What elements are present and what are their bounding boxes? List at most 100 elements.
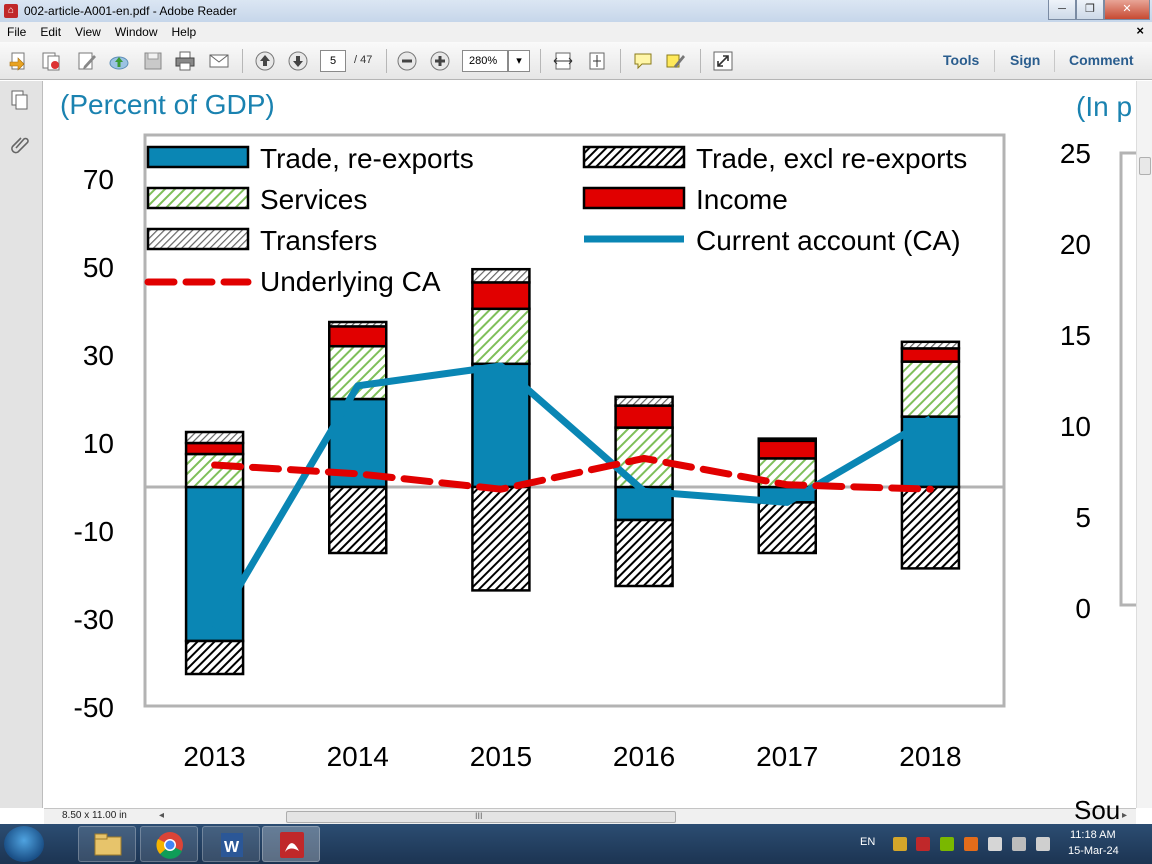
tray-app-icon[interactable] <box>893 837 907 851</box>
edit-pdf-icon[interactable] <box>76 50 98 72</box>
bar-trade-excl-re-exports-2014 <box>328 485 388 555</box>
restore-button[interactable]: ❐ <box>1076 0 1104 20</box>
y-tick-label: -10 <box>74 516 114 547</box>
scroll-left-arrow-icon[interactable]: ◂ <box>159 810 165 821</box>
bar-trade-excl-re-exports-2017 <box>757 501 817 555</box>
fit-width-icon[interactable] <box>552 50 574 72</box>
status-bar: 8.50 x 11.00 in ◂ III ▸ Sou <box>44 795 1136 825</box>
right-y-tick-label: 0 <box>1075 593 1091 624</box>
input-language-indicator[interactable]: EN <box>860 836 876 848</box>
bar-trade-re-exports-2013 <box>184 485 245 643</box>
x-tick-label: 2014 <box>327 741 389 772</box>
bar-transfers-2015 <box>471 267 531 284</box>
start-button-windows-icon[interactable] <box>4 826 44 862</box>
comment-button[interactable]: Comment <box>1069 52 1134 68</box>
document-view[interactable]: (Percent of GDP) (In p 70 50 30 10 -10 -30 -50… <box>44 81 1136 808</box>
bar-transfers-2018 <box>900 340 961 350</box>
x-tick-label: 2015 <box>470 741 532 772</box>
combine-files-icon[interactable] <box>40 50 62 72</box>
toolbar-separator <box>242 49 243 73</box>
full-screen-icon[interactable] <box>712 50 734 72</box>
menu-window[interactable]: Window <box>114 25 158 39</box>
bar-trade-excl-re-exports-2018 <box>900 485 961 570</box>
tray-acrobat-icon[interactable] <box>916 837 930 851</box>
email-icon[interactable] <box>208 50 230 72</box>
chart-svg: (Percent of GDP) (In p 70503010-10-30-50… <box>60 89 1136 772</box>
adobe-reader-taskbar-icon[interactable] <box>262 826 320 862</box>
adobe-reader-app-icon[interactable]: ⌂ <box>4 4 18 18</box>
legend-label-transfers: Transfers <box>260 225 377 256</box>
sign-button[interactable]: Sign <box>1010 52 1041 68</box>
right-y-tick-label: 25 <box>1060 138 1091 169</box>
y-tick-label: 70 <box>83 164 114 195</box>
zoom-out-icon[interactable] <box>396 50 418 72</box>
y-tick-label: 10 <box>83 428 114 459</box>
attachments-paperclip-icon[interactable] <box>9 133 31 155</box>
sticky-note-icon[interactable] <box>632 50 654 72</box>
zoom-in-icon[interactable] <box>429 50 451 72</box>
print-icon[interactable] <box>174 50 196 72</box>
toolbar-separator <box>700 49 701 73</box>
create-pdf-icon[interactable] <box>8 50 30 72</box>
toolbar-separator <box>1054 50 1055 72</box>
fit-page-icon[interactable] <box>586 50 608 72</box>
scroll-grip: III <box>475 811 483 821</box>
upload-cloud-icon[interactable] <box>108 50 130 72</box>
legend-swatch-services <box>146 186 250 210</box>
tools-button[interactable]: Tools <box>943 52 980 68</box>
bar-transfers-2014 <box>328 320 388 328</box>
previous-page-icon[interactable] <box>254 50 276 72</box>
x-tick-label: 2013 <box>183 741 245 772</box>
clock-date[interactable]: 15-Mar-24 <box>1068 845 1119 857</box>
menu-view[interactable]: View <box>75 25 101 39</box>
tray-nvidia-icon[interactable] <box>940 837 954 851</box>
bar-trade-excl-re-exports-2015 <box>471 485 531 592</box>
page-total: / 47 <box>354 54 373 66</box>
menu-bar: File Edit View Window Help × <box>0 22 1152 42</box>
clock-time[interactable]: 11:18 AM <box>1070 829 1116 841</box>
next-page-icon[interactable] <box>287 50 309 72</box>
chart-subtitle: (Percent of GDP) <box>60 89 275 120</box>
file-explorer-taskbar-icon[interactable] <box>78 826 136 862</box>
window-title: 002-article-A001-en.pdf - Adobe Reader <box>24 4 237 18</box>
legend-label-trade-excl-re-exports: Trade, excl re-exports <box>696 143 967 174</box>
page-size-readout: 8.50 x 11.00 in <box>62 810 127 821</box>
bar-income-2018 <box>900 347 961 363</box>
zoom-level-select[interactable]: 280% <box>462 50 508 72</box>
tray-speaker-icon[interactable] <box>1036 837 1050 851</box>
chrome-taskbar-icon[interactable] <box>140 826 198 862</box>
menu-file[interactable]: File <box>7 25 27 39</box>
page-number-input[interactable]: 5 <box>320 50 346 72</box>
scroll-right-arrow-icon[interactable]: ▸ <box>1122 810 1128 821</box>
horizontal-scroll-thumb[interactable]: III <box>286 811 676 823</box>
series-line-current-account-ca <box>211 362 933 630</box>
menu-help[interactable]: Help <box>171 25 197 39</box>
tray-action-center-flag-icon[interactable] <box>988 837 1002 851</box>
menu-edit[interactable]: Edit <box>40 25 62 39</box>
toolbar-separator <box>386 49 387 73</box>
toolbar-separator <box>620 49 621 73</box>
toolbar-separator <box>994 50 995 72</box>
tray-volume-icon[interactable] <box>964 837 978 851</box>
legend-label-underlying-ca: Underlying CA <box>260 266 441 297</box>
save-icon[interactable] <box>142 50 164 72</box>
vertical-scrollbar[interactable] <box>1136 81 1152 808</box>
close-button[interactable]: ✕ <box>1104 0 1150 20</box>
close-document-button[interactable]: × <box>1136 23 1144 38</box>
vertical-scroll-thumb[interactable] <box>1139 157 1151 175</box>
bar-services-2018 <box>900 360 961 418</box>
page-thumbnails-icon[interactable] <box>9 89 31 111</box>
bar-transfers-2016 <box>614 395 674 407</box>
tray-network-icon[interactable] <box>1012 837 1026 851</box>
y-tick-label: 30 <box>83 340 114 371</box>
minimize-button[interactable]: ─ <box>1048 0 1076 20</box>
highlight-text-icon[interactable] <box>664 50 686 72</box>
word-taskbar-icon[interactable]: W <box>202 826 260 862</box>
bar-transfers-2017 <box>757 437 817 443</box>
title-bar: ⌂ 002-article-A001-en.pdf - Adobe Reader… <box>0 0 1152 22</box>
taskbar: W EN 11:18 AM 15-Mar-24 <box>0 824 1152 864</box>
zoom-dropdown-chevron-down-icon[interactable]: ▾ <box>508 50 530 72</box>
svg-text:W: W <box>224 839 240 856</box>
legend-swatch-income <box>582 186 686 210</box>
